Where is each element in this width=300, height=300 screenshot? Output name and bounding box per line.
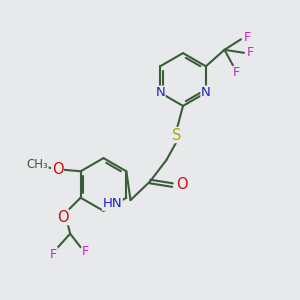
Text: N: N — [155, 86, 165, 99]
Text: F: F — [247, 46, 254, 59]
Text: F: F — [50, 248, 57, 261]
Text: F: F — [244, 31, 251, 44]
Text: HN: HN — [103, 197, 122, 210]
Text: O: O — [176, 177, 187, 192]
Text: O: O — [57, 210, 68, 225]
Text: O: O — [52, 162, 63, 177]
Text: F: F — [82, 244, 89, 258]
Text: methoxy: methoxy — [28, 164, 35, 165]
Text: N: N — [201, 86, 211, 99]
Text: S: S — [172, 128, 182, 142]
Text: F: F — [233, 66, 240, 80]
Text: CH₃: CH₃ — [26, 158, 48, 172]
